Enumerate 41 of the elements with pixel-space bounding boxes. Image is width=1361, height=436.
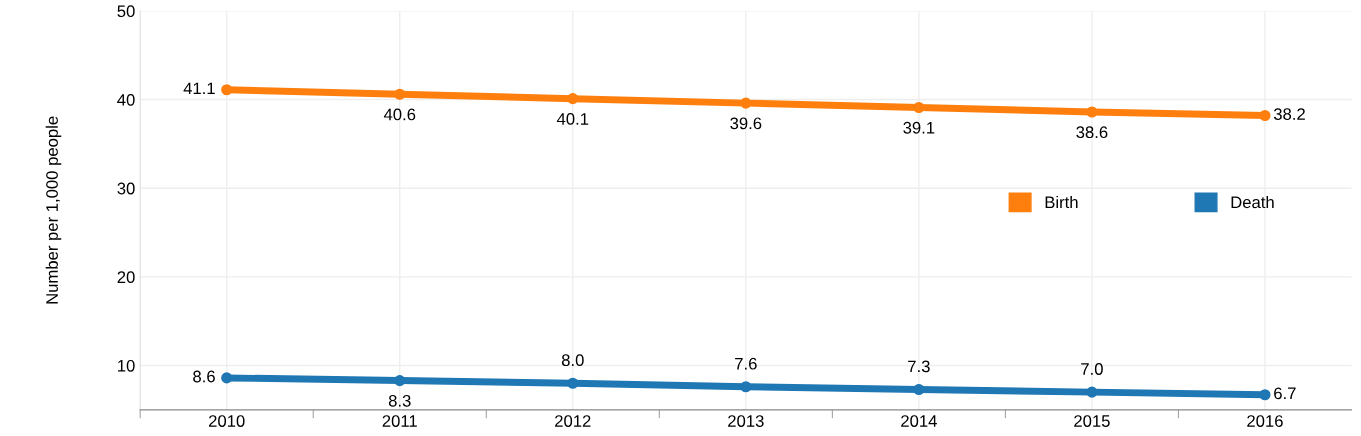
point — [1086, 106, 1098, 118]
y-tick-label: 10 — [118, 359, 135, 372]
data-label: 41.1 — [183, 82, 215, 95]
point — [567, 93, 579, 105]
data-label: 7.0 — [1081, 363, 1103, 375]
x-tick-label: 2016 — [1247, 415, 1283, 427]
data-label: 6.7 — [1274, 387, 1296, 400]
point — [1259, 389, 1271, 401]
point — [567, 377, 579, 389]
data-label: 8.0 — [561, 354, 584, 367]
point — [913, 383, 925, 396]
point — [740, 381, 752, 393]
data-label: 8.6 — [193, 370, 215, 383]
data-label: 38.2 — [1273, 108, 1305, 120]
data-label: 7.6 — [735, 357, 757, 370]
data-label: 7.3 — [908, 360, 930, 373]
legend-label: Birth — [1045, 195, 1078, 209]
x-tick-label: 2015 — [1074, 415, 1110, 427]
x-tick-label: 2013 — [728, 415, 764, 427]
y-tick-label: 50 — [117, 5, 135, 18]
x-tick-label: 2010 — [209, 415, 245, 427]
data-label: 39.6 — [730, 117, 762, 130]
x-tick-label: 2014 — [901, 415, 937, 427]
point — [1086, 386, 1098, 398]
point — [1259, 109, 1271, 122]
point — [913, 101, 925, 114]
x-tick-label: 2011 — [382, 415, 417, 427]
data-label: 38.6 — [1076, 126, 1108, 139]
x-tick-label: 2012 — [555, 415, 591, 427]
y-tick-label: 20 — [117, 271, 135, 284]
data-label: 8.3 — [388, 394, 411, 407]
data-label: 40.6 — [383, 108, 416, 121]
data-label: 39.1 — [903, 121, 935, 134]
point — [221, 84, 233, 96]
y-tick-label: 30 — [117, 182, 135, 195]
y-axis-title: Number per 1,000 people — [45, 116, 62, 304]
point — [740, 97, 752, 109]
legend-label: Death — [1231, 195, 1274, 209]
point — [221, 372, 233, 384]
y-tick-label: 40 — [117, 93, 135, 106]
data-label: 40.1 — [556, 113, 589, 125]
